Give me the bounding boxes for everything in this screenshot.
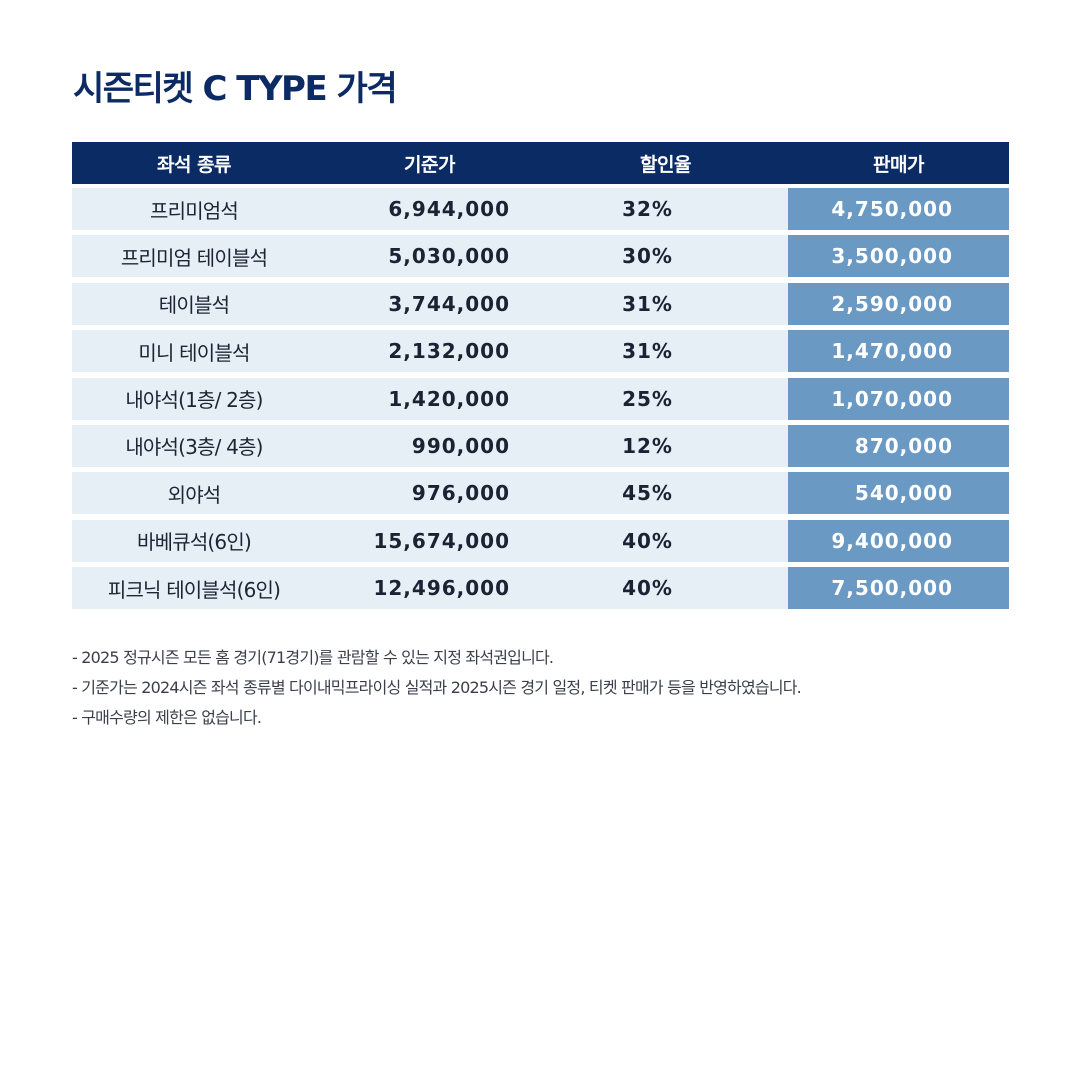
base-price-cell: 12,496,000	[316, 567, 543, 610]
table-header: 좌석 종류 기준가 할인율 판매가	[72, 142, 1009, 184]
header-base-price: 기준가	[404, 153, 455, 176]
seat-type-cell: 프리미엄석	[72, 188, 316, 230]
base-price-cell: 2,132,000	[316, 330, 543, 373]
table-row: 프리미엄석 6,944,000 32% 4,750,000	[72, 188, 1009, 230]
seat-type-cell: 피크닉 테이블석(6인)	[72, 567, 316, 610]
seat-type-cell: 내야석(3층/ 4층)	[72, 424, 316, 467]
sale-price-cell: 1,470,000	[788, 330, 1009, 373]
seat-type-cell: 외야석	[72, 472, 316, 515]
discount-cell: 31%	[543, 330, 788, 373]
table-row: 피크닉 테이블석(6인) 12,496,000 40% 7,500,000	[72, 567, 1009, 610]
seat-type-cell: 프리미엄 테이블석	[72, 235, 316, 278]
table-body: 프리미엄석 6,944,000 32% 4,750,000 프리미엄 테이블석 …	[72, 188, 1009, 610]
base-price-cell: 990,000	[316, 424, 543, 467]
notes: - 2025 정규시즌 모든 홈 경기(71경기)를 관람할 수 있는 지정 좌…	[72, 643, 802, 733]
discount-cell: 30%	[543, 235, 788, 278]
discount-cell: 40%	[543, 567, 788, 610]
page-title: 시즌티켓 C TYPE 가격	[73, 69, 398, 109]
header-seat-type: 좌석 종류	[156, 153, 232, 176]
sale-price-cell: 870,000	[788, 424, 1009, 467]
price-table: 좌석 종류 기준가 할인율 판매가 프리미엄석 6,944,000 32% 4,…	[72, 142, 1009, 615]
discount-cell: 12%	[543, 424, 788, 467]
table-row: 미니 테이블석 2,132,000 31% 1,470,000	[72, 330, 1009, 373]
note-line: - 기준가는 2024시즌 좌석 종류별 다이내믹프라이싱 실적과 2025시즌…	[72, 678, 802, 697]
discount-cell: 40%	[543, 519, 788, 562]
sale-price-cell: 540,000	[788, 472, 1009, 515]
discount-cell: 25%	[543, 377, 788, 420]
sale-price-cell: 2,590,000	[788, 282, 1009, 325]
base-price-cell: 3,744,000	[316, 282, 543, 325]
table-row: 내야석(1층/ 2층) 1,420,000 25% 1,070,000	[72, 377, 1009, 420]
seat-type-cell: 바베큐석(6인)	[72, 519, 316, 562]
base-price-cell: 1,420,000	[316, 377, 543, 420]
sale-price-cell: 9,400,000	[788, 519, 1009, 562]
sale-price-cell: 4,750,000	[788, 188, 1009, 230]
table-row: 외야석 976,000 45% 540,000	[72, 472, 1009, 515]
sale-price-cell: 1,070,000	[788, 377, 1009, 420]
header-sale-price: 판매가	[873, 153, 924, 176]
seat-type-cell: 테이블석	[72, 282, 316, 325]
seat-type-cell: 내야석(1층/ 2층)	[72, 377, 316, 420]
base-price-cell: 15,674,000	[316, 519, 543, 562]
sale-price-cell: 7,500,000	[788, 567, 1009, 610]
note-line: - 2025 정규시즌 모든 홈 경기(71경기)를 관람할 수 있는 지정 좌…	[72, 648, 554, 667]
note-line: - 구매수량의 제한은 없습니다.	[72, 708, 262, 727]
table-row: 내야석(3층/ 4층) 990,000 12% 870,000	[72, 424, 1009, 467]
table-row: 바베큐석(6인) 15,674,000 40% 9,400,000	[72, 519, 1009, 562]
discount-cell: 45%	[543, 472, 788, 515]
base-price-cell: 976,000	[316, 472, 543, 515]
base-price-cell: 5,030,000	[316, 235, 543, 278]
sale-price-cell: 3,500,000	[788, 235, 1009, 278]
table-row: 테이블석 3,744,000 31% 2,590,000	[72, 282, 1009, 325]
seat-type-cell: 미니 테이블석	[72, 330, 316, 373]
table-row: 프리미엄 테이블석 5,030,000 30% 3,500,000	[72, 235, 1009, 278]
discount-cell: 32%	[543, 188, 788, 230]
discount-cell: 31%	[543, 282, 788, 325]
header-discount-rate: 할인율	[640, 153, 691, 176]
base-price-cell: 6,944,000	[316, 188, 543, 230]
